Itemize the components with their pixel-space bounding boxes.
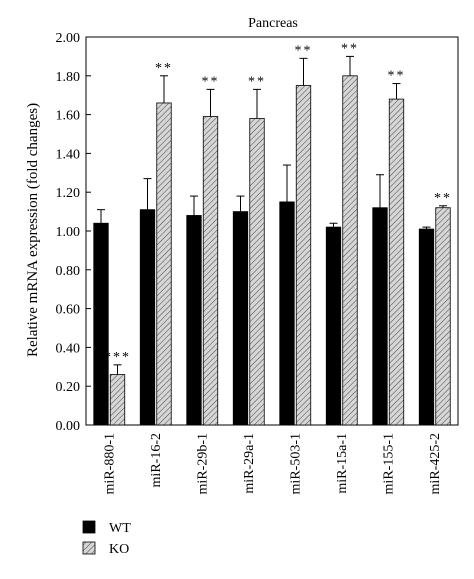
x-tick-label: miR-29a-1 <box>242 433 257 494</box>
bar-wt-mir-503-1 <box>279 201 295 426</box>
x-tick-label: miR-425-2 <box>428 433 443 494</box>
bar-ko-mir-425-2 <box>435 207 451 426</box>
legend-label-wt: WT <box>109 521 131 536</box>
x-tick-label: miR-15a-1 <box>335 433 350 494</box>
y-tick-label: 0.40 <box>56 341 81 356</box>
y-tick-label: 1.80 <box>56 70 81 85</box>
y-tick-label: 1.60 <box>56 109 81 124</box>
bar-ko-mir-15a-1 <box>342 75 358 426</box>
x-tick-label: miR-503-1 <box>288 433 303 494</box>
bar-wt-mir-880-1 <box>93 222 109 426</box>
bar-ko-mir-503-1 <box>295 85 312 426</box>
bar-ko-mir-29a-1 <box>249 118 265 426</box>
y-tick-label: 1.40 <box>56 147 81 162</box>
significance-annotation: ** <box>388 69 406 84</box>
bar-wt-mir-425-2 <box>418 228 435 426</box>
y-tick-label: 1.00 <box>56 225 81 240</box>
legend-swatch-ko <box>82 541 96 555</box>
bar-ko-mir-880-1 <box>109 374 126 426</box>
significance-annotation: ** <box>155 61 173 76</box>
significance-annotation: ** <box>202 74 220 89</box>
y-tick-label: 0.80 <box>56 264 81 279</box>
chart-title: Pancreas <box>248 16 298 31</box>
bar-ko-mir-155-1 <box>388 98 405 426</box>
y-tick-label: 2.00 <box>56 31 81 46</box>
y-tick-label: 0.60 <box>56 303 81 318</box>
significance-annotation: ** <box>295 43 313 58</box>
plot-area: 0.00 0.20 0.40 0.60 0.80 1.00 1.20 1.40 1.60 1.80… <box>56 31 459 494</box>
x-tick-label: miR-29b-1 <box>195 433 210 494</box>
y-axis-label: Relative mRNA expression (fold changes) <box>25 103 41 357</box>
x-tick-label: miR-155-1 <box>381 433 396 494</box>
x-tick-label: miR-16-2 <box>149 433 164 487</box>
bar-ko-mir-29b-1 <box>202 116 219 426</box>
bar-wt-mir-15a-1 <box>325 226 342 426</box>
x-tick-label: miR-880-1 <box>102 433 117 494</box>
bar-wt-mir-29a-1 <box>232 211 249 426</box>
y-tick-label: 1.20 <box>56 186 81 201</box>
legend: WT KO <box>82 520 131 557</box>
y-tick-label: 0.00 <box>56 419 81 434</box>
legend-label-ko: KO <box>109 542 129 557</box>
legend-swatch-wt <box>82 520 96 534</box>
bar-wt-mir-29b-1 <box>186 215 202 426</box>
bar-wt-mir-16-2 <box>139 209 156 426</box>
bar-ko-mir-16-2 <box>156 102 172 426</box>
significance-annotation: *** <box>104 350 131 365</box>
significance-annotation: ** <box>434 191 452 206</box>
y-tick-label: 0.20 <box>56 380 81 395</box>
significance-annotation: ** <box>341 41 359 56</box>
significance-annotation: ** <box>248 74 266 89</box>
bar-wt-mir-155-1 <box>372 207 388 426</box>
